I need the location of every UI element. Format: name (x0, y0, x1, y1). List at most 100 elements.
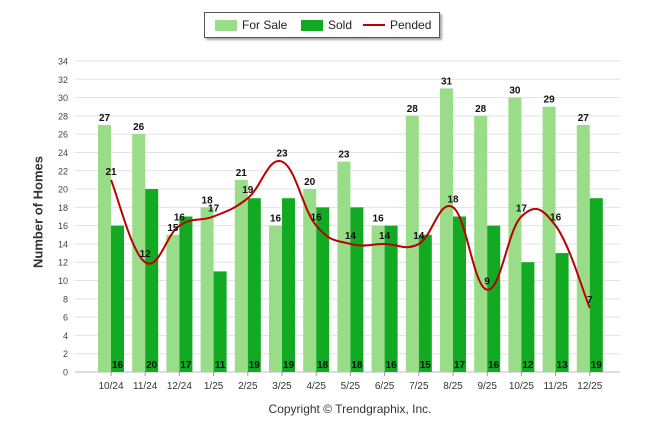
y-tick-label: 12 (58, 258, 68, 268)
label-sold: 17 (454, 360, 466, 371)
label-sold: 19 (591, 360, 603, 371)
bar-sold (145, 189, 159, 372)
label-for-sale: 26 (133, 122, 145, 133)
bar-for-sale (98, 125, 111, 372)
bar-for-sale (234, 179, 248, 372)
label-for-sale: 28 (475, 104, 487, 115)
x-tick-label: 7/25 (409, 381, 429, 392)
y-tick-label: 6 (63, 313, 68, 323)
y-tick-label: 4 (63, 331, 68, 341)
label-for-sale: 28 (407, 104, 419, 115)
y-tick-label: 2 (63, 349, 68, 359)
label-sold: 16 (488, 360, 500, 371)
label-for-sale: 20 (304, 177, 316, 188)
legend-item-for-sale[interactable]: For Sale (215, 13, 287, 37)
bar-for-sale (200, 207, 214, 372)
label-for-sale: 23 (338, 150, 350, 161)
legend: For Sale Sold Pended (204, 12, 440, 38)
y-tick-label: 20 (58, 185, 68, 195)
legend-label-for-sale: For Sale (242, 18, 288, 32)
bar-for-sale (337, 161, 351, 372)
label-pended: 18 (447, 194, 459, 205)
legend-item-sold[interactable]: Sold (301, 13, 352, 37)
x-tick-label: 12/24 (167, 381, 192, 392)
pended-line (110, 160, 591, 309)
label-pended: 12 (140, 249, 152, 260)
label-sold: 19 (249, 360, 261, 371)
label-pended: 23 (276, 149, 288, 160)
bar-sold (384, 225, 398, 372)
bar-for-sale (303, 189, 317, 372)
label-for-sale: 31 (441, 76, 453, 87)
x-tick-label: 8/25 (443, 381, 463, 392)
bars (98, 88, 603, 373)
bar-sold (111, 225, 124, 372)
data-labels: 2716262015171811211916192018231816162815… (99, 76, 602, 371)
bar-for-sale (542, 106, 556, 372)
y-axis-label: Number of Homes (30, 156, 46, 268)
x-tick-label: 4/25 (306, 381, 326, 392)
label-for-sale: 27 (578, 113, 590, 124)
y-tick-label: 32 (58, 75, 68, 85)
y-tick-label: 14 (58, 239, 68, 249)
label-for-sale: 15 (167, 223, 179, 234)
y-tick-label: 8 (63, 294, 68, 304)
y-tick-label: 18 (58, 203, 68, 213)
y-tick-label: 34 (58, 57, 68, 67)
x-tick-label: 11/25 (543, 381, 568, 392)
y-tick-label: 22 (58, 166, 68, 176)
label-pended: 14 (413, 231, 425, 242)
bar-sold (213, 271, 227, 372)
label-for-sale: 16 (270, 214, 282, 225)
copyright-text: Copyright © Trendgraphix, Inc. (268, 402, 432, 416)
legend-item-pended[interactable]: Pended (363, 13, 431, 37)
label-pended: 16 (174, 213, 186, 224)
label-sold: 17 (180, 360, 192, 371)
gridlines (75, 60, 620, 373)
label-for-sale: 29 (544, 95, 556, 106)
bar-sold (247, 198, 261, 372)
legend-swatch-sold (301, 19, 323, 31)
label-pended: 19 (242, 185, 254, 196)
x-tick-label: 10/25 (509, 381, 534, 392)
pended-line-path (110, 160, 591, 309)
label-sold: 15 (420, 360, 432, 371)
bar-sold (555, 253, 569, 372)
y-tick-label: 28 (58, 111, 68, 121)
y-tick-label: 10 (58, 276, 68, 286)
x-tick-label: 5/25 (341, 381, 361, 392)
legend-swatch-for-sale (215, 19, 237, 31)
x-axis-ticks: 10/24 11/24 12/24 1/25 2/25 3/25 4/25 5/25 6/25 7… (98, 372, 603, 392)
label-pended: 7 (587, 295, 593, 306)
bar-for-sale (405, 115, 419, 372)
label-pended: 17 (208, 204, 220, 215)
legend-label-sold: Sold (328, 18, 353, 32)
y-tick-label: 24 (58, 148, 68, 158)
label-for-sale: 21 (236, 168, 248, 179)
label-sold: 12 (522, 360, 534, 371)
label-for-sale: 30 (509, 86, 521, 97)
label-sold: 19 (283, 360, 295, 371)
label-pended: 9 (484, 277, 490, 288)
x-tick-label: 9/25 (477, 381, 497, 392)
x-tick-label: 2/25 (238, 381, 258, 392)
label-pended: 16 (550, 213, 562, 224)
bar-for-sale (576, 125, 590, 372)
legend-label-pended: Pended (390, 18, 432, 32)
label-sold: 18 (317, 360, 329, 371)
label-for-sale: 16 (373, 214, 385, 225)
label-sold: 20 (146, 360, 158, 371)
bar-sold (589, 198, 603, 372)
bar-for-sale (508, 97, 522, 373)
label-sold: 16 (386, 360, 398, 371)
y-tick-label: 26 (58, 130, 68, 140)
bar-sold (179, 216, 193, 372)
bar-sold (453, 216, 466, 372)
label-sold: 11 (215, 360, 226, 371)
bar-for-sale (269, 225, 282, 372)
y-tick-label: 0 (63, 368, 68, 378)
bar-sold (418, 234, 432, 372)
x-tick-label: 11/24 (133, 381, 158, 392)
label-pended: 21 (105, 167, 117, 178)
